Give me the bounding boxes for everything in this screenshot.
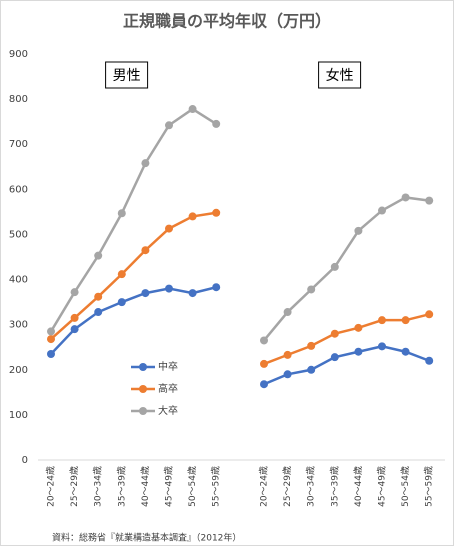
legend-marker [139, 407, 147, 415]
line [50, 211, 217, 341]
point [378, 342, 386, 351]
point [188, 105, 197, 114]
x-tick-label: 50～54歳 [186, 466, 198, 507]
y-tick-label: 700 [9, 139, 28, 150]
point [260, 380, 268, 389]
source-note: 資料：総務省『就業構造基本調査』（2012年） [52, 532, 241, 544]
point [330, 262, 339, 271]
y-tick-label: 400 [9, 275, 28, 286]
y-tick-label: 0 [22, 455, 28, 466]
x-tick-label: 45～49歳 [163, 466, 175, 507]
point [47, 349, 55, 358]
point [70, 313, 79, 322]
point [260, 359, 268, 368]
point [354, 347, 363, 356]
point [354, 226, 363, 235]
point [47, 327, 55, 336]
point [330, 353, 339, 362]
point [283, 308, 292, 317]
x-tick-label: 30～34歳 [92, 466, 104, 507]
point [260, 336, 268, 345]
point [307, 365, 316, 374]
x-tick-label: 25～29歳 [281, 466, 293, 507]
x-tick-label: 40～44歳 [352, 466, 364, 507]
point [425, 196, 434, 205]
point [165, 121, 173, 130]
point [70, 288, 79, 297]
point [378, 316, 386, 325]
point [283, 370, 292, 379]
point [354, 323, 363, 332]
point [117, 209, 126, 218]
y-tick-label: 100 [9, 410, 28, 421]
point [401, 193, 410, 202]
line [263, 345, 430, 386]
point [212, 208, 221, 217]
point [117, 298, 126, 307]
point [117, 270, 126, 279]
x-tick-label: 30～34歳 [305, 466, 317, 507]
panel-label: 女性 [326, 67, 354, 84]
x-tick-label: 35～39歳 [328, 466, 340, 507]
x-tick-label: 50～54歳 [399, 466, 411, 507]
point [283, 350, 292, 359]
y-tick-label: 800 [9, 94, 28, 105]
point [188, 212, 197, 221]
legend-label: 中卒 [158, 360, 178, 373]
legend-marker [139, 385, 147, 393]
point [47, 335, 55, 344]
point [401, 347, 410, 356]
x-tick-label: 55～59歳 [423, 466, 435, 507]
y-tick-label: 900 [9, 49, 28, 60]
x-tick-label: 25～29歳 [68, 466, 80, 507]
x-tick-label: 20～24歳 [45, 466, 57, 507]
point [401, 316, 410, 325]
legend-label: 高卒 [158, 382, 178, 395]
point [141, 289, 150, 298]
x-tick-label: 35～39歳 [115, 466, 127, 507]
line [263, 196, 430, 342]
legend-label: 大卒 [158, 404, 178, 417]
x-tick-label: 40～44歳 [139, 466, 151, 507]
panel-label-box [318, 61, 362, 89]
point [307, 341, 316, 350]
x-tick-label: 20～24歳 [258, 466, 270, 507]
point [141, 159, 150, 168]
y-tick-label: 600 [9, 184, 28, 195]
point [70, 325, 79, 334]
point [141, 246, 150, 255]
panel-label: 男性 [113, 68, 141, 84]
y-tick-label: 200 [9, 365, 28, 376]
x-tick-label: 45～49歳 [376, 466, 388, 507]
point [165, 284, 173, 293]
point [94, 251, 103, 260]
point [425, 356, 434, 365]
line [50, 286, 217, 355]
point [94, 308, 103, 317]
chart-title: 正規職員の平均年収（万円） [123, 12, 331, 31]
point [378, 206, 386, 215]
point [307, 285, 316, 294]
point [188, 289, 197, 298]
point [425, 310, 434, 319]
x-tick-label: 55～59歳 [210, 466, 222, 507]
y-tick-label: 300 [9, 320, 28, 331]
point [330, 329, 339, 338]
point [212, 119, 221, 128]
line [49, 107, 217, 333]
y-tick-label: 500 [9, 229, 28, 240]
legend-marker [139, 363, 147, 371]
panel-label-box [105, 61, 149, 89]
point [212, 283, 221, 292]
point [165, 224, 173, 233]
point [94, 292, 103, 301]
